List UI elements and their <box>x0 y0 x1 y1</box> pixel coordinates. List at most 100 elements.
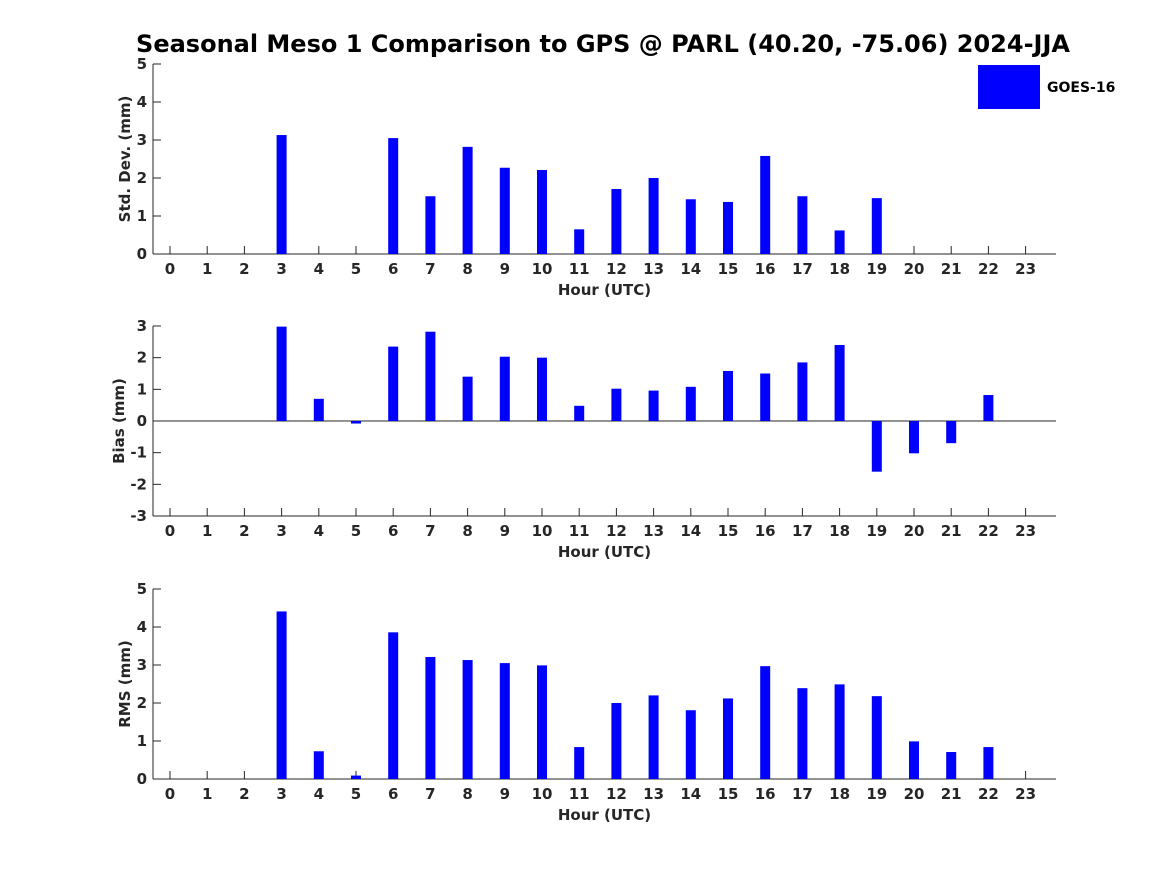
bar-hour-4 <box>313 751 324 779</box>
bar-hour-21 <box>946 421 957 444</box>
x-tick-label: 2 <box>239 522 249 540</box>
bar-hour-7 <box>425 657 436 779</box>
y-tick-label: 3 <box>137 656 147 674</box>
bar-hour-12 <box>611 189 622 254</box>
x-tick-label: 13 <box>643 260 664 278</box>
x-tick-label: 0 <box>165 260 175 278</box>
x-tick-label: 1 <box>202 785 212 803</box>
bar-hour-19 <box>871 696 882 779</box>
y-tick-label: -3 <box>130 507 147 525</box>
bar-hour-3 <box>276 135 287 254</box>
x-tick-label: 22 <box>978 522 999 540</box>
y-tick-label: 3 <box>137 131 147 149</box>
y-axis-label: Bias (mm) <box>110 378 128 464</box>
y-tick-label: 4 <box>137 93 147 111</box>
x-tick-label: 8 <box>462 522 472 540</box>
x-tick-label: 19 <box>866 785 887 803</box>
x-tick-label: 17 <box>792 785 813 803</box>
bar-hour-22 <box>983 747 994 779</box>
x-tick-label: 2 <box>239 785 249 803</box>
x-tick-label: 11 <box>569 260 590 278</box>
x-tick-label: 9 <box>500 785 510 803</box>
x-tick-label: 18 <box>829 260 850 278</box>
x-tick-label: 21 <box>941 260 962 278</box>
bar-hour-18 <box>834 230 845 254</box>
x-tick-label: 7 <box>425 260 435 278</box>
x-tick-label: 15 <box>718 260 739 278</box>
x-tick-label: 12 <box>606 522 627 540</box>
x-tick-label: 9 <box>500 260 510 278</box>
x-tick-label: 16 <box>755 522 776 540</box>
x-tick-label: 15 <box>718 785 739 803</box>
x-tick-label: 4 <box>314 522 324 540</box>
x-tick-label: 7 <box>425 785 435 803</box>
x-tick-label: 6 <box>388 785 398 803</box>
y-axis-label: Std. Dev. (mm) <box>116 96 134 223</box>
bar-hour-20 <box>909 741 919 779</box>
bar-hour-16 <box>760 666 771 779</box>
x-tick-label: 19 <box>866 522 887 540</box>
bar-hour-8 <box>462 146 473 254</box>
bar-hour-6 <box>388 346 399 421</box>
bar-hour-14 <box>685 386 696 421</box>
x-tick-label: 8 <box>462 260 472 278</box>
x-tick-label: 22 <box>978 785 999 803</box>
x-tick-label: 15 <box>718 522 739 540</box>
y-axis-label: RMS (mm) <box>116 640 134 727</box>
bar-hour-13 <box>648 390 659 421</box>
bar-hour-11 <box>574 405 585 421</box>
x-tick-label: 2 <box>239 260 249 278</box>
bar-hour-4 <box>313 398 324 421</box>
x-tick-label: 4 <box>314 260 324 278</box>
x-tick-label: 5 <box>351 522 361 540</box>
x-axis-label: Hour (UTC) <box>558 281 651 299</box>
y-tick-label: 0 <box>137 245 147 263</box>
x-tick-label: 22 <box>978 260 999 278</box>
bar-hour-13 <box>648 695 659 779</box>
bar-hour-19 <box>871 421 882 472</box>
x-tick-label: 14 <box>680 522 701 540</box>
x-tick-label: 11 <box>569 522 590 540</box>
bar-hour-18 <box>834 345 845 421</box>
bar-hour-8 <box>462 660 473 779</box>
y-tick-label: 5 <box>137 580 147 598</box>
x-tick-label: 23 <box>1015 260 1036 278</box>
bar-hour-21 <box>946 752 957 779</box>
bar-hour-17 <box>797 362 808 421</box>
x-tick-label: 13 <box>643 785 664 803</box>
x-tick-label: 20 <box>904 785 925 803</box>
x-tick-label: 23 <box>1015 522 1036 540</box>
x-tick-label: 6 <box>388 260 398 278</box>
legend-swatch <box>978 65 1040 109</box>
x-axis-label: Hour (UTC) <box>558 806 651 824</box>
bar-hour-19 <box>871 198 882 254</box>
bar-hour-7 <box>425 196 436 254</box>
x-tick-label: 9 <box>500 522 510 540</box>
y-tick-label: 0 <box>137 412 147 430</box>
x-tick-label: 3 <box>276 785 286 803</box>
x-axis-label: Hour (UTC) <box>558 543 651 561</box>
x-tick-label: 17 <box>792 522 813 540</box>
bar-hour-16 <box>760 155 771 254</box>
x-tick-label: 0 <box>165 785 175 803</box>
bar-hour-22 <box>983 395 994 421</box>
x-tick-label: 7 <box>425 522 435 540</box>
bar-hour-9 <box>499 167 510 254</box>
y-tick-label: -1 <box>130 444 147 462</box>
chart-title: Seasonal Meso 1 Comparison to GPS @ PARL… <box>136 30 1070 58</box>
x-tick-label: 18 <box>829 522 850 540</box>
x-tick-label: 16 <box>755 785 776 803</box>
bar-hour-3 <box>276 611 287 779</box>
x-tick-label: 5 <box>351 260 361 278</box>
x-tick-label: 14 <box>680 785 701 803</box>
x-tick-label: 1 <box>202 522 212 540</box>
bar-hour-12 <box>611 388 622 421</box>
bar-hour-6 <box>388 632 399 779</box>
bar-hour-17 <box>797 196 808 254</box>
y-tick-label: 2 <box>137 349 147 367</box>
bar-hour-11 <box>574 747 585 779</box>
x-tick-label: 10 <box>532 260 553 278</box>
